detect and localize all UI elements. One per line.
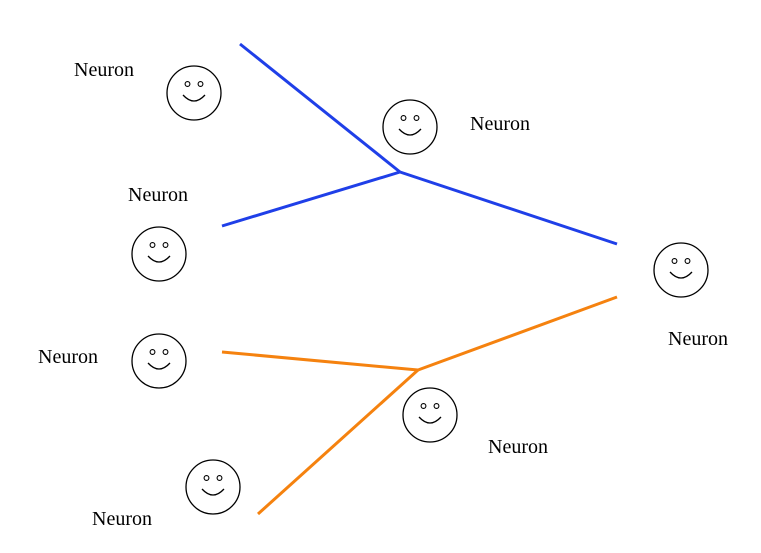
neuron-label: Neuron	[38, 346, 98, 368]
edges	[221, 42, 618, 516]
neuron-label: Neuron	[74, 59, 134, 81]
edge-orange-3	[417, 295, 618, 372]
edge-blue-2	[221, 170, 401, 228]
smiley-face-icon	[653, 242, 709, 298]
neuron-node: Neuron	[653, 242, 728, 350]
smiley-face-icon	[166, 65, 222, 121]
neuron-node: Neuron	[402, 387, 548, 458]
smiley-face-icon	[402, 387, 458, 443]
edge-orange-1	[221, 350, 419, 372]
edge-blue-3	[399, 170, 618, 246]
smiley-face-icon	[185, 459, 241, 515]
edge-blue-1	[239, 42, 401, 174]
smiley-face-icon	[131, 333, 187, 389]
neuron-node: Neuron	[382, 99, 530, 155]
neuron-label: Neuron	[488, 436, 548, 458]
neuron-node: Neuron	[92, 459, 241, 530]
smiley-face-icon	[382, 99, 438, 155]
neuron-label: Neuron	[668, 328, 728, 350]
neuron-label: Neuron	[128, 184, 188, 206]
neuron-node: Neuron	[38, 333, 187, 389]
edge-orange-2	[256, 368, 420, 516]
neuron-label: Neuron	[92, 508, 152, 530]
neuron-label: Neuron	[470, 113, 530, 135]
neuron-node: Neuron	[74, 59, 222, 121]
neuron-node: Neuron	[128, 184, 188, 282]
smiley-face-icon	[131, 226, 187, 282]
